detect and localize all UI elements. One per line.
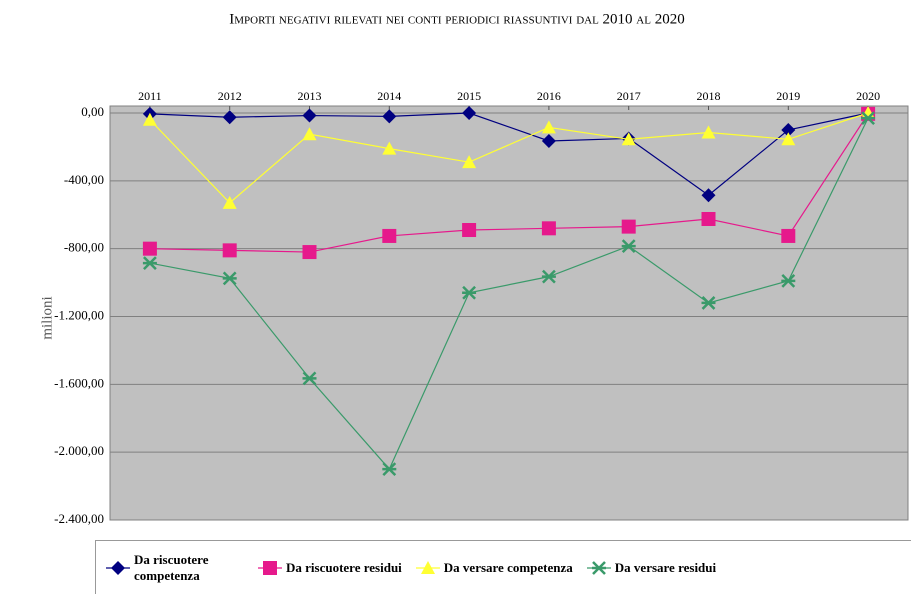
marker xyxy=(701,125,716,139)
series-line xyxy=(149,112,869,197)
legend-item: Da riscuotere competenza xyxy=(106,552,244,584)
marker xyxy=(541,133,556,148)
marker xyxy=(222,243,237,258)
x-tick-label: 2019 xyxy=(776,89,800,103)
marker xyxy=(142,241,157,256)
legend-item: Da riscuotere residui xyxy=(258,560,402,576)
marker xyxy=(541,269,556,284)
series-line xyxy=(149,112,869,204)
marker xyxy=(462,106,477,120)
legend-icon xyxy=(415,560,440,574)
marker xyxy=(302,127,317,141)
marker xyxy=(382,109,397,124)
plot-area xyxy=(109,105,909,521)
y-axis-label: milioni xyxy=(39,296,55,339)
marker xyxy=(621,219,636,234)
marker xyxy=(701,188,716,203)
marker xyxy=(142,256,157,270)
legend-item: Da versare residui xyxy=(586,559,717,576)
marker xyxy=(861,111,876,125)
marker xyxy=(142,112,157,126)
x-tick-label: 2017 xyxy=(617,89,641,103)
marker xyxy=(302,371,317,386)
x-tick-label: 2014 xyxy=(377,89,401,103)
marker xyxy=(382,141,397,155)
marker xyxy=(781,122,796,137)
series-line xyxy=(149,113,869,253)
x-tick-label: 2013 xyxy=(298,89,322,103)
legend-icon xyxy=(106,560,130,575)
y-tick-label: -800,00 xyxy=(64,240,104,255)
chart-title: Importi negativi rilevati nei conti peri… xyxy=(229,11,684,27)
marker xyxy=(462,155,477,169)
x-tick-label: 2018 xyxy=(697,89,721,103)
y-tick-label: 0,00 xyxy=(81,104,104,119)
marker xyxy=(382,228,397,243)
marker xyxy=(621,239,636,254)
marker xyxy=(781,274,796,288)
marker xyxy=(302,108,317,123)
y-tick-label: -2.400,00 xyxy=(54,511,104,526)
chart: Importi negativi rilevati nei conti peri… xyxy=(39,11,909,526)
marker xyxy=(111,560,125,575)
marker xyxy=(541,120,556,134)
marker xyxy=(591,560,606,575)
marker xyxy=(462,285,477,300)
marker xyxy=(420,560,435,574)
legend-label: Da riscuotere residui xyxy=(286,559,402,575)
marker xyxy=(781,132,796,146)
marker xyxy=(701,296,716,310)
x-tick-label: 2012 xyxy=(218,89,242,103)
marker xyxy=(302,245,317,260)
legend-label: Da versare residui xyxy=(614,559,717,575)
marker xyxy=(701,211,716,226)
marker xyxy=(462,223,477,238)
y-tick-label: -1.200,00 xyxy=(54,307,104,322)
marker xyxy=(222,271,237,286)
x-tick-label: 2016 xyxy=(537,89,561,103)
marker xyxy=(263,560,277,575)
marker xyxy=(382,462,397,477)
x-tick-label: 2020 xyxy=(856,89,880,103)
y-tick-label: -1.600,00 xyxy=(54,375,104,390)
x-tick-label: 2011 xyxy=(138,89,162,103)
marker xyxy=(781,228,796,243)
legend-item: Da versare competenza xyxy=(415,559,573,576)
marker xyxy=(222,195,237,209)
legend-icon xyxy=(258,560,282,575)
marker xyxy=(222,110,237,125)
marker xyxy=(621,132,636,146)
legend-icon xyxy=(586,560,611,575)
x-tick-label: 2015 xyxy=(457,89,481,103)
marker xyxy=(541,221,556,236)
legend: Da riscuotere competenza Da riscuotere re… xyxy=(95,540,911,594)
series-line xyxy=(149,117,869,471)
y-tick-label: -400,00 xyxy=(64,172,104,187)
legend-label: Da versare competenza xyxy=(443,559,573,575)
legend-label: Da riscuotere competenza xyxy=(134,551,209,583)
y-tick-label: -2.000,00 xyxy=(54,443,104,458)
